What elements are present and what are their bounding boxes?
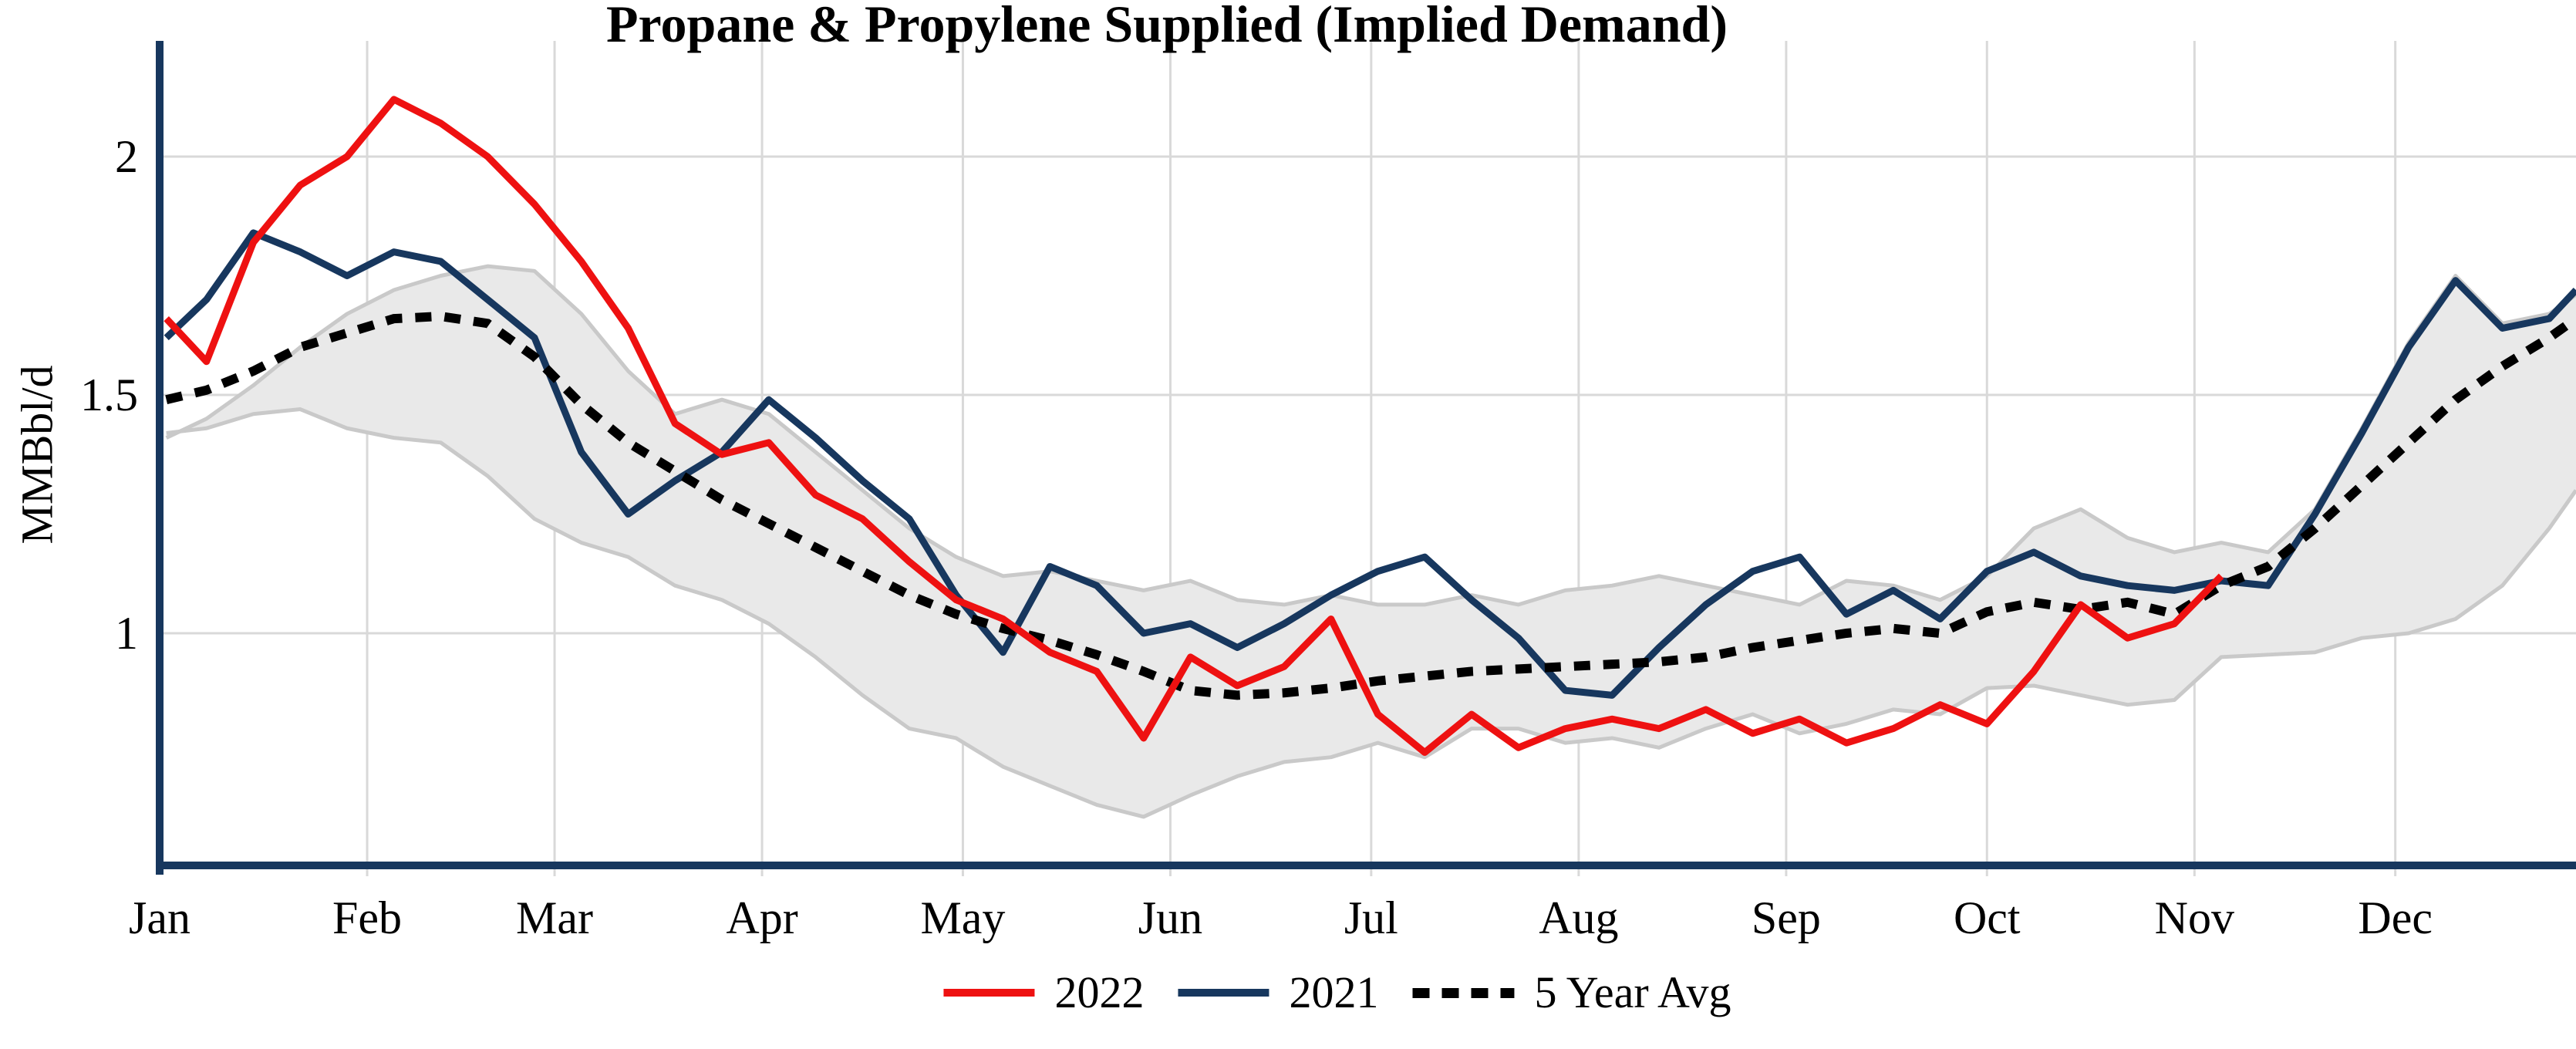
x-tick-label-aug: Aug — [1539, 892, 1618, 943]
y-tick-label: 1.5 — [80, 369, 138, 420]
line-2022 — [164, 96, 2224, 756]
band-bottom-edge — [166, 407, 2576, 819]
legend-label-2021: 2021 — [1289, 967, 1379, 1017]
y-tick-label: 1 — [115, 608, 138, 659]
five-year-range-band — [166, 266, 2576, 817]
x-tick-label-jun: Jun — [1138, 892, 1202, 943]
legend-label-2022: 2022 — [1054, 967, 1145, 1017]
x-axis-line — [156, 862, 2576, 869]
legend-item-2021: 2021 — [1178, 970, 1378, 1015]
x-tick-label-dec: Dec — [2358, 892, 2433, 943]
legend-swatch-2021-line — [1178, 989, 1269, 997]
x-tick-label-may: May — [920, 892, 1005, 943]
x-tick-label-oct: Oct — [1954, 892, 2021, 943]
legend-label-5yr-avg: 5 Year Avg — [1534, 967, 1731, 1017]
y-axis-line — [156, 41, 164, 875]
legend: 2022 2021 5 Year Avg — [943, 970, 1731, 1015]
x-tick-label-feb: Feb — [332, 892, 402, 943]
x-tick-label-apr: Apr — [726, 892, 797, 943]
y-axis-title: MMBbl/d — [12, 365, 62, 545]
x-tick-label-nov: Nov — [2155, 892, 2234, 943]
x-tick-label-jan: Jan — [129, 892, 191, 943]
legend-item-2022: 2022 — [943, 970, 1144, 1015]
x-tick-label-mar: Mar — [516, 892, 593, 943]
x-tick-label-sep: Sep — [1752, 892, 1821, 943]
band-top-edge — [165, 264, 2576, 607]
chart-title: Propane & Propylene Supplied (Implied De… — [606, 0, 1728, 53]
legend-item-5yr-avg: 5 Year Avg — [1412, 970, 1731, 1015]
legend-swatch-5yr-avg-dotted-line — [1412, 987, 1515, 998]
y-tick-label: 2 — [115, 131, 138, 182]
x-tick-label-jul: Jul — [1344, 892, 1398, 943]
legend-swatch-2022-line — [943, 989, 1035, 997]
line-2021 — [164, 229, 2576, 699]
